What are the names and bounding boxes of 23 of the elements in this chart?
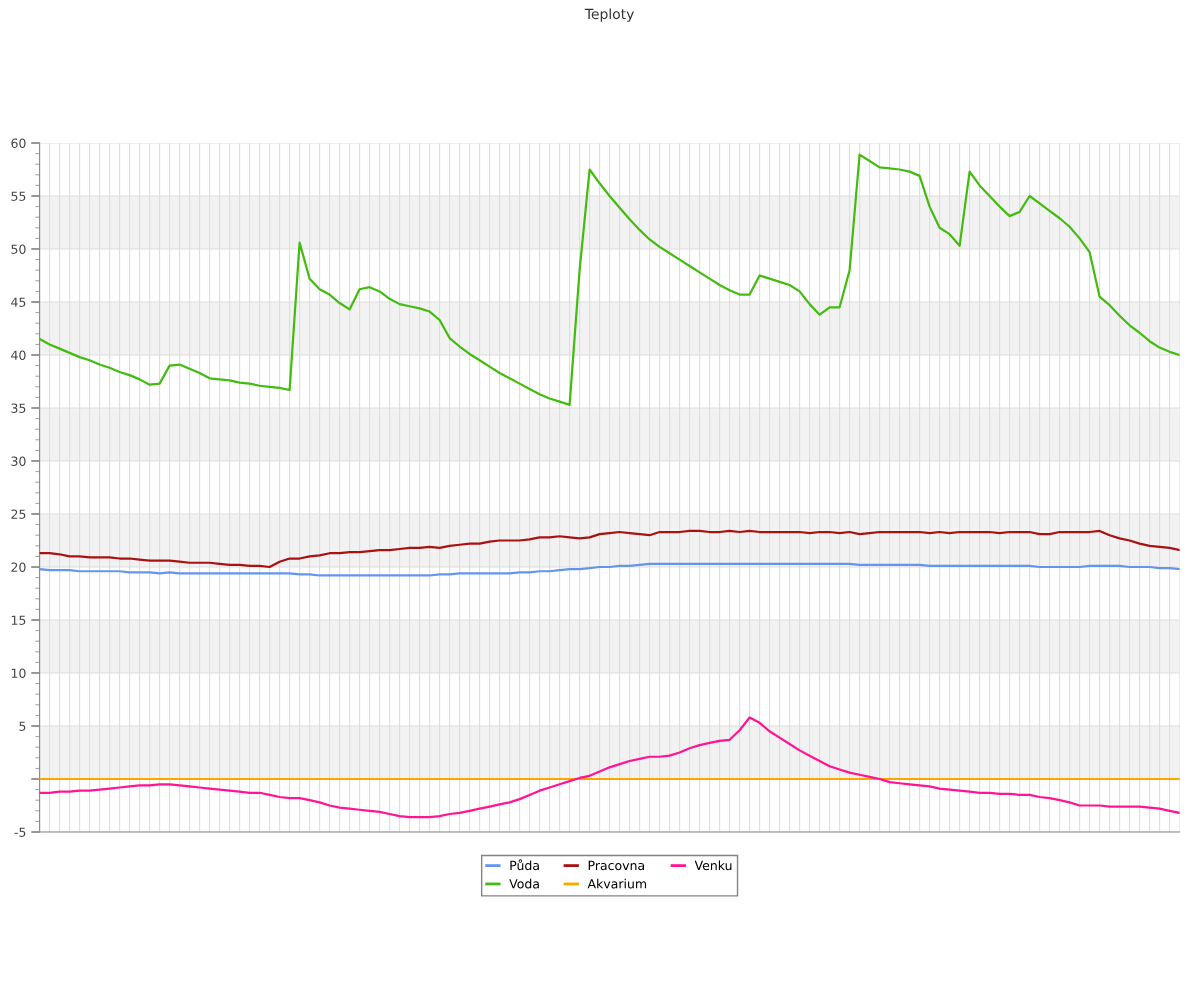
y-tick-label: 45 (11, 297, 26, 307)
line-series (39, 153, 1180, 406)
legend-label: Půda (510, 859, 539, 871)
legend-label: Venku (694, 860, 732, 871)
y-tick-label: 35 (11, 403, 26, 413)
y-tick-label: 30 (11, 456, 26, 466)
y-tick-label: 60 (11, 138, 26, 148)
y-tick-label: 20 (11, 562, 26, 572)
line-series (39, 562, 1180, 577)
y-tick-label: 40 (11, 350, 26, 360)
y-tick-label: 5 (19, 721, 26, 731)
y-tick-label: 50 (11, 244, 26, 254)
legend-label: Akvarium (587, 878, 646, 889)
y-tick-label: 15 (11, 615, 26, 625)
line-series (39, 529, 1180, 569)
line-series (39, 716, 1180, 819)
y-tick-label: -5 (14, 827, 26, 837)
legend-label: Pracovna (588, 860, 644, 871)
y-tick-label: 25 (11, 509, 26, 519)
y-tick-label: 55 (11, 191, 26, 201)
chart-title: Teploty (584, 8, 634, 22)
y-tick-label: 10 (11, 668, 26, 678)
legend-label: Voda (509, 878, 539, 889)
